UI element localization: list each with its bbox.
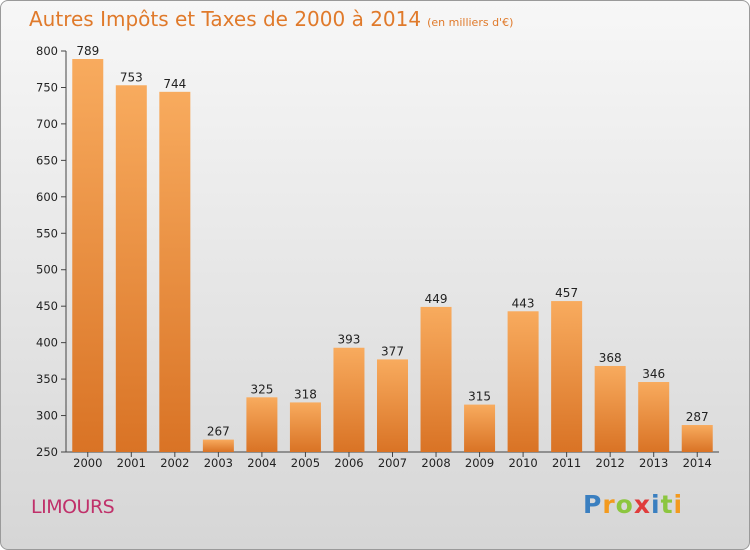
bar-2008 [420,306,452,452]
x-tick-label: 2007 [378,456,407,470]
chart-subtitle: (en milliers d'€) [427,16,514,29]
bars: 789 753 744 267 325 318 393 377 449 315 443 457 368 3… [72,44,713,453]
x-tick-label: 2004 [247,456,276,470]
data-label-2009: 315 [468,390,491,404]
y-tick-label: 450 [36,299,58,313]
y-tick-label: 350 [36,372,58,386]
x-tick-label: 2012 [596,456,625,470]
data-label-2005: 318 [294,387,317,401]
y-tick-label: 600 [36,190,58,204]
data-label-2004: 325 [250,382,273,396]
data-label-2000: 789 [76,44,99,58]
logo-letter: t [660,490,674,519]
data-label-2014: 287 [686,410,709,424]
data-label-2001: 753 [120,70,143,84]
x-axis: 2000 2001 2002 2003 2004 2005 2006 2007 2008 2009… [66,451,719,470]
x-tick-label: 2000 [73,456,102,470]
bar-2000 [72,59,104,453]
y-axis: 250 300 350 400 450 500 550 600 650 700 750 800 [36,44,67,459]
y-tick-label: 650 [36,153,58,167]
bar-2002 [159,91,191,452]
y-tick-label: 250 [36,445,58,459]
x-tick-label: 2008 [421,456,450,470]
y-tick-label: 400 [36,336,58,350]
data-label-2003: 267 [207,425,230,439]
x-tick-label: 2014 [683,456,712,470]
logo-letter: r [602,490,616,519]
data-label-2011: 457 [555,286,578,300]
data-label-2012: 368 [599,351,622,365]
data-label-2006: 393 [338,333,361,347]
x-tick-label: 2011 [552,456,581,470]
bar-2012 [594,365,626,452]
bar-2013 [638,382,670,452]
x-tick-label: 2001 [117,456,146,470]
y-tick-label: 300 [36,409,58,423]
data-label-2007: 377 [381,344,404,358]
data-label-2010: 443 [512,296,535,310]
logo-letter: i [673,490,684,519]
x-tick-label: 2005 [291,456,320,470]
data-label-2008: 449 [425,292,448,306]
x-tick-label: 2009 [465,456,494,470]
chart-title-text: Autres Impôts et Taxes de 2000 à 2014 [29,7,422,31]
chart-title: Autres Impôts et Taxes de 2000 à 2014 (en… [29,7,513,31]
y-tick-label: 550 [36,226,58,240]
bar-2003 [202,439,234,452]
x-tick-label: 2002 [160,456,189,470]
bar-2010 [507,311,539,452]
x-tick-label: 2003 [204,456,233,470]
bar-2011 [551,301,583,452]
y-tick-label: 750 [36,80,58,94]
bar-2014 [681,425,713,452]
logo-letter: o [615,490,634,519]
bar-2006 [333,347,365,452]
x-tick-label: 2013 [639,456,668,470]
logo-letter: P [583,490,603,519]
x-tick-label: 2010 [508,456,537,470]
bar-2005 [289,402,321,452]
y-tick-label: 800 [36,44,58,58]
x-tick-label: 2006 [334,456,363,470]
y-tick-label: 700 [36,117,58,131]
logo-letter: x [633,490,651,519]
city-label: LIMOURS [31,496,115,518]
proxiti-logo[interactable]: Proxiti [583,490,683,519]
data-label-2013: 346 [642,367,665,381]
bar-2004 [246,397,278,452]
data-label-2002: 744 [163,77,186,91]
logo-letter: i [651,490,661,519]
bar-2009 [464,404,496,452]
y-tick-label: 500 [36,263,58,277]
bar-2001 [115,85,147,452]
bar-2007 [377,359,408,452]
